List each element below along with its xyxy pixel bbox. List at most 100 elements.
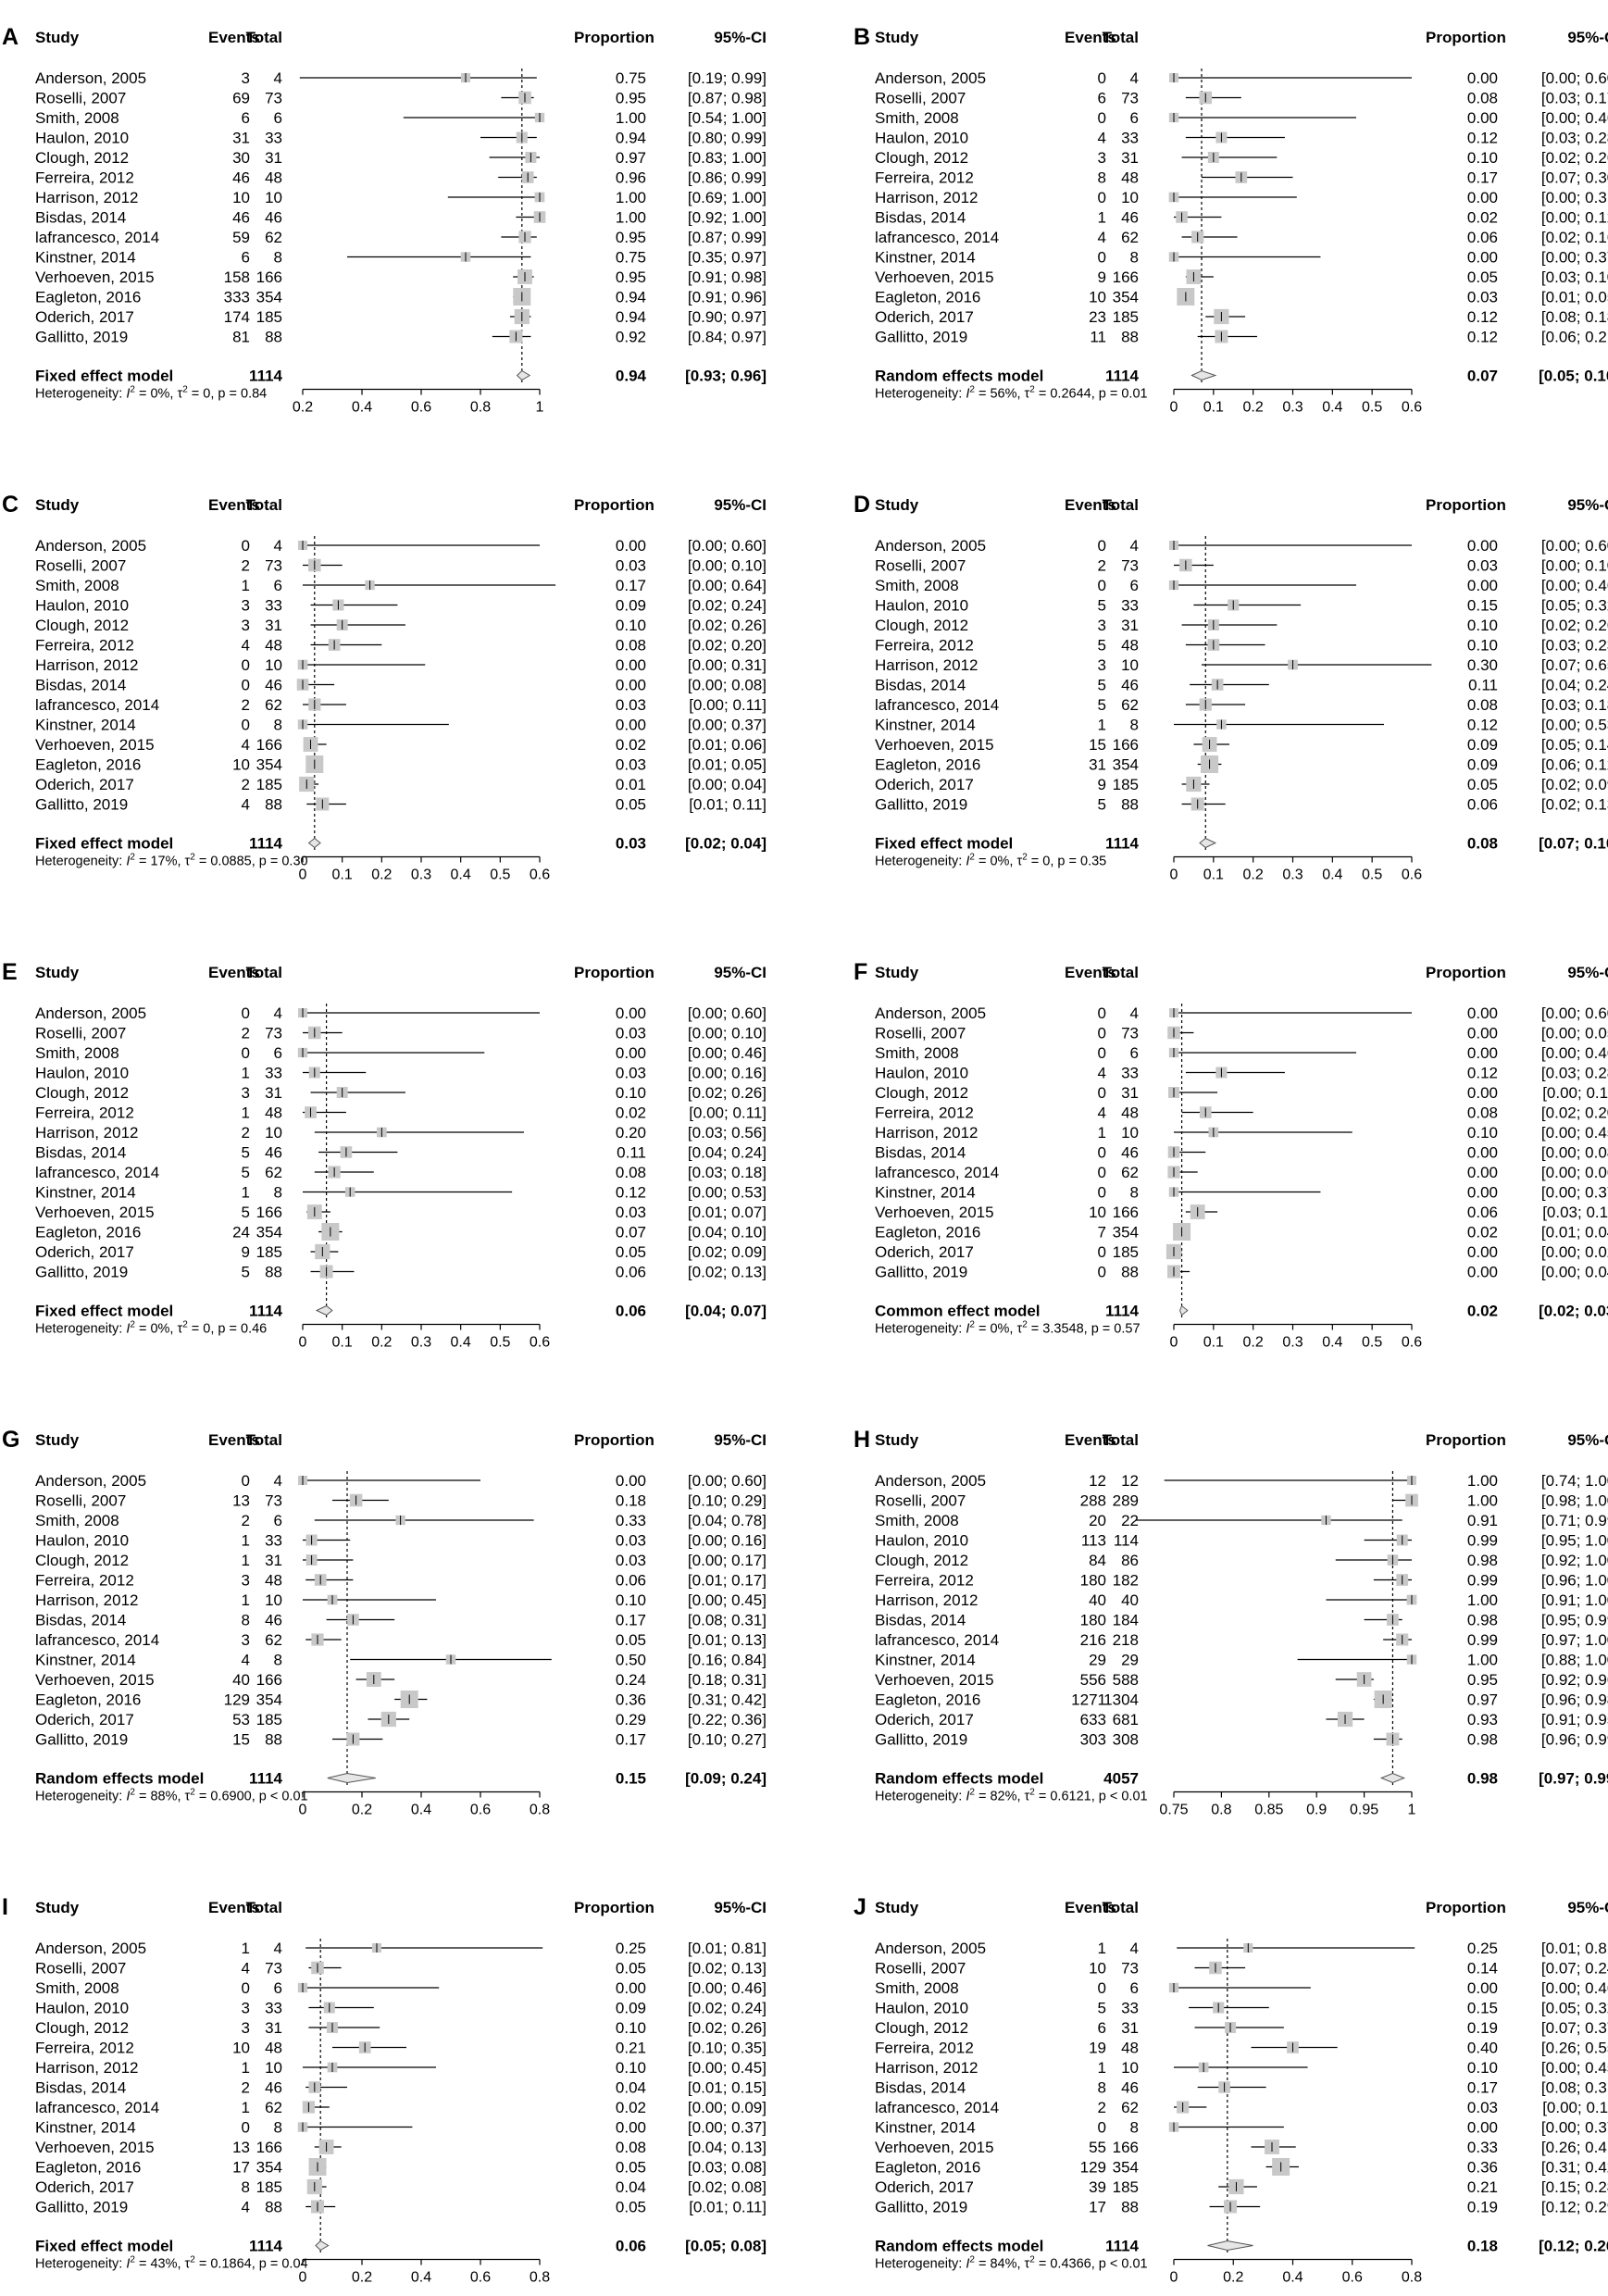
study-proportion: 0.10 [616, 2019, 646, 2037]
study-events: 158 [224, 268, 250, 286]
study-name: Smith, 2008 [875, 1044, 959, 1062]
study-proportion: 0.10 [1467, 617, 1498, 634]
study-total: 6 [1130, 1044, 1139, 1062]
study-proportion: 0.98 [1467, 1731, 1498, 1749]
study-proportion: 0.36 [1467, 2159, 1498, 2177]
study-proportion: 0.05 [616, 2159, 646, 2177]
study-proportion: 0.00 [1467, 577, 1498, 594]
study-name: Clough, 2012 [875, 1552, 968, 1569]
study-proportion: 0.15 [1467, 2000, 1498, 2017]
study-total: 29 [1121, 1652, 1139, 1669]
study-name: Haulon, 2010 [875, 1532, 968, 1550]
pooled-diamond [1207, 2240, 1253, 2252]
study-ci: [0.01; 0.17] [688, 1572, 767, 1590]
study-ci: [0.00; 0.10] [688, 1025, 767, 1042]
study-name: Anderson, 2005 [875, 69, 986, 87]
header-study: Study [35, 1431, 80, 1449]
study-total: 4 [274, 1004, 282, 1022]
study-total: 88 [1121, 1264, 1139, 1281]
study-proportion: 0.05 [616, 1243, 646, 1261]
study-ci: [0.00; 0.60] [688, 537, 767, 555]
study-ci: [0.02; 0.08] [688, 2178, 767, 2196]
study-total: 62 [265, 1631, 282, 1649]
study-proportion: 0.97 [616, 149, 646, 167]
study-events: 0 [1098, 1979, 1106, 1997]
study-events: 6 [1098, 2019, 1106, 2037]
header-ci: 95%-CI [1567, 29, 1608, 46]
study-total: 33 [265, 597, 282, 615]
study-name: Eagleton, 2016 [35, 1691, 141, 1709]
study-total: 73 [265, 1025, 282, 1042]
study-proportion: 0.02 [1467, 209, 1498, 227]
study-events: 3 [242, 2019, 250, 2037]
study-ci: [0.00; 0.17] [688, 1552, 767, 1569]
header-proportion: Proportion [1426, 29, 1506, 46]
study-proportion: 0.11 [617, 1144, 646, 1162]
study-events: 6 [1098, 90, 1106, 107]
x-tick-label: 0.8 [530, 1803, 550, 1818]
study-total: 166 [256, 1671, 282, 1689]
study-name: Clough, 2012 [875, 617, 968, 634]
x-tick-label: 0.4 [1322, 400, 1342, 416]
x-tick-label: 0.5 [490, 867, 510, 883]
study-name: Kinstner, 2014 [875, 717, 976, 734]
study-ci: [0.02; 0.09] [1541, 776, 1608, 793]
study-total: 33 [265, 1065, 282, 1082]
study-name: Haulon, 2010 [35, 597, 129, 615]
study-total: 10 [265, 656, 282, 674]
study-name: Eagleton, 2016 [35, 756, 141, 774]
study-ci: [0.00; 0.12] [1541, 209, 1608, 227]
study-events: 113 [1081, 1532, 1106, 1550]
study-total: 185 [256, 776, 282, 793]
study-total: 48 [1121, 1104, 1139, 1122]
study-ci: [0.04; 0.10] [688, 1224, 767, 1242]
study-total: 8 [274, 1184, 282, 1202]
study-ci: [0.00; 0.45] [688, 2059, 767, 2077]
study-name: Haulon, 2010 [35, 2000, 129, 2017]
study-events: 1 [1098, 717, 1106, 734]
study-name: Kinstner, 2014 [35, 249, 136, 267]
x-tick-label: 0 [299, 1803, 307, 1818]
study-name: lafrancesco, 2014 [875, 2099, 999, 2116]
study-proportion: 0.00 [616, 537, 646, 555]
study-ci: [0.03; 0.11] [1542, 1204, 1608, 1221]
study-name: Clough, 2012 [875, 1084, 968, 1102]
study-total: 33 [1121, 1065, 1139, 1082]
study-events: 2 [242, 557, 250, 575]
study-events: 1 [242, 2099, 250, 2116]
study-proportion: 0.10 [1467, 1124, 1498, 1142]
study-proportion: 0.05 [616, 2199, 646, 2216]
study-events: 0 [1098, 69, 1106, 87]
study-name: Oderich, 2017 [875, 1711, 974, 1728]
study-total: 62 [265, 229, 282, 246]
study-total: 6 [274, 1044, 282, 1062]
study-total: 166 [256, 2139, 282, 2156]
study-events: 0 [1098, 1004, 1106, 1022]
study-total: 166 [1113, 2139, 1139, 2156]
study-ci: [0.87; 0.99] [688, 229, 767, 246]
model-ci: [0.12; 0.26] [1539, 2238, 1608, 2255]
study-proportion: 0.10 [1467, 637, 1498, 655]
study-total: 31 [1121, 2019, 1139, 2037]
study-proportion: 0.06 [616, 1264, 646, 1281]
header-ci: 95%-CI [714, 496, 767, 514]
study-name: Ferreira, 2012 [875, 637, 974, 655]
study-events: 59 [232, 229, 250, 246]
study-proportion: 0.17 [616, 1731, 646, 1749]
study-proportion: 0.00 [616, 1472, 646, 1490]
header-total: Total [246, 496, 282, 514]
study-ci: [0.03; 0.08] [688, 2159, 767, 2177]
study-events: 5 [1098, 597, 1106, 615]
study-ci: [0.02; 0.13] [1541, 796, 1608, 814]
header-total: Total [1103, 29, 1139, 46]
study-name: Clough, 2012 [35, 149, 129, 167]
study-events: 1 [1098, 1124, 1106, 1142]
study-name: Haulon, 2010 [35, 1065, 129, 1082]
study-events: 4 [242, 796, 250, 814]
study-total: 185 [256, 308, 282, 326]
study-events: 9 [1098, 268, 1106, 286]
study-events: 0 [242, 1472, 250, 1490]
